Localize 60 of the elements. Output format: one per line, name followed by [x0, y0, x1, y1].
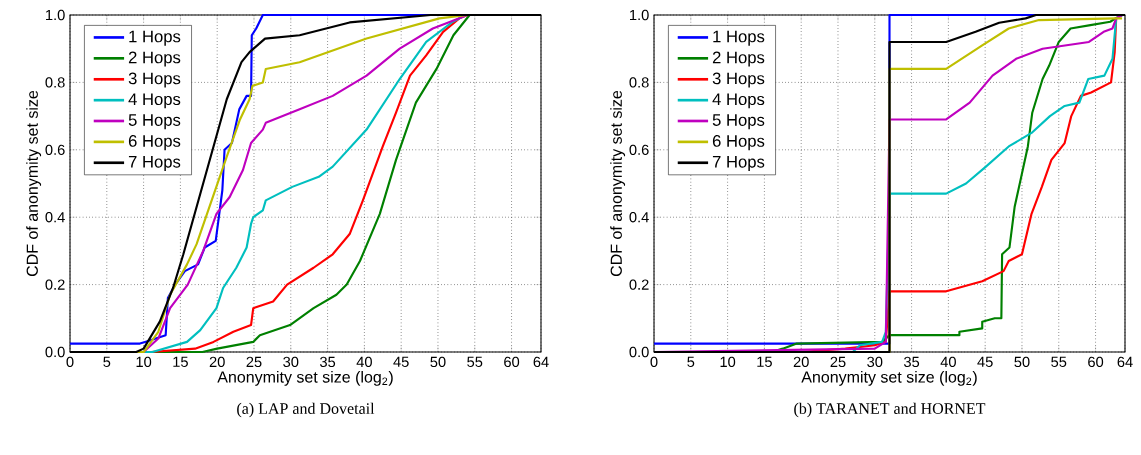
x-axis-title: Anonymity set size (log$_{2}$)	[217, 370, 393, 386]
x-tick-label: 20	[793, 356, 809, 368]
legend-label: 2 Hops	[712, 51, 765, 67]
x-tick-label: 5	[103, 356, 111, 367]
legend-label: 7 Hops	[712, 156, 765, 171]
x-tick-label: 15	[757, 356, 772, 367]
x-tick-label: 50	[430, 356, 446, 368]
y-axis-title: CDF of anonymity set size	[610, 90, 626, 277]
x-axis-title: Anonymity set size (log$_{2}$)	[801, 370, 977, 386]
legend-label: 6 Hops	[128, 135, 181, 151]
legend-label: 5 Hops	[712, 114, 765, 130]
x-tick-label: 60	[1088, 356, 1104, 368]
x-tick-label: 55	[467, 356, 483, 367]
x-tick-label: 55	[1051, 356, 1067, 367]
x-tick-label: 30	[283, 356, 299, 368]
x-tick-label: 40	[940, 356, 956, 368]
legend-label: 6 Hops	[712, 135, 765, 151]
y-tick-label: 0.8	[45, 77, 65, 88]
text: (b) TARANET and HORNET	[794, 402, 986, 418]
y-tick-label: 1.0	[630, 9, 649, 21]
y-tick-label: 0.0	[629, 346, 649, 358]
x-tick-label: 0	[650, 356, 658, 368]
legend-label: 4 Hops	[128, 93, 181, 109]
x-tick-label: 20	[209, 356, 225, 368]
x-tick-label: 10	[136, 356, 152, 368]
x-tick-label: 50	[1014, 356, 1030, 368]
y-tick-label: 1.0	[46, 9, 65, 21]
x-tick-label: 25	[246, 356, 262, 368]
x-tick-label: 5	[687, 356, 695, 367]
y-tick-label: 0.4	[629, 212, 649, 223]
x-tick-label: 40	[356, 356, 372, 368]
x-tick-label: 45	[393, 356, 409, 367]
legend-label: 3 Hops	[712, 72, 765, 88]
x-tick-label: 35	[319, 356, 336, 368]
x-tick-label: 35	[903, 356, 920, 368]
y-tick-label: 0.2	[629, 279, 649, 290]
y-tick-label: 0.8	[629, 77, 649, 88]
y-axis-title: CDF of anonymity set size	[26, 90, 42, 277]
legend-label: 2 Hops	[128, 51, 181, 67]
legend-label: 7 Hops	[128, 156, 181, 171]
x-tick-label: 30	[867, 356, 883, 368]
x-tick-label: 64	[1117, 356, 1133, 368]
x-tick-label: 25	[830, 356, 846, 368]
legend-label: 1 Hops	[129, 30, 181, 46]
x-tick-label: 45	[977, 356, 993, 367]
x-tick-label: 0	[66, 356, 74, 368]
legend-label: 1 Hops	[713, 30, 765, 46]
y-tick-label: 0.4	[45, 212, 65, 223]
text: (a) LAP and Dovetail	[237, 402, 375, 418]
legend-label: 3 Hops	[128, 72, 181, 88]
y-tick-label: 0.6	[45, 144, 65, 155]
y-tick-label: 0.6	[629, 144, 649, 155]
legend-label: 4 Hops	[712, 93, 765, 109]
legend-label: 5 Hops	[128, 114, 181, 130]
y-tick-label: 0.0	[45, 346, 65, 358]
y-tick-label: 0.2	[45, 279, 65, 290]
x-tick-label: 60	[504, 356, 520, 368]
x-tick-label: 15	[173, 356, 188, 367]
x-tick-label: 10	[720, 356, 736, 368]
x-tick-label: 64	[533, 356, 549, 368]
